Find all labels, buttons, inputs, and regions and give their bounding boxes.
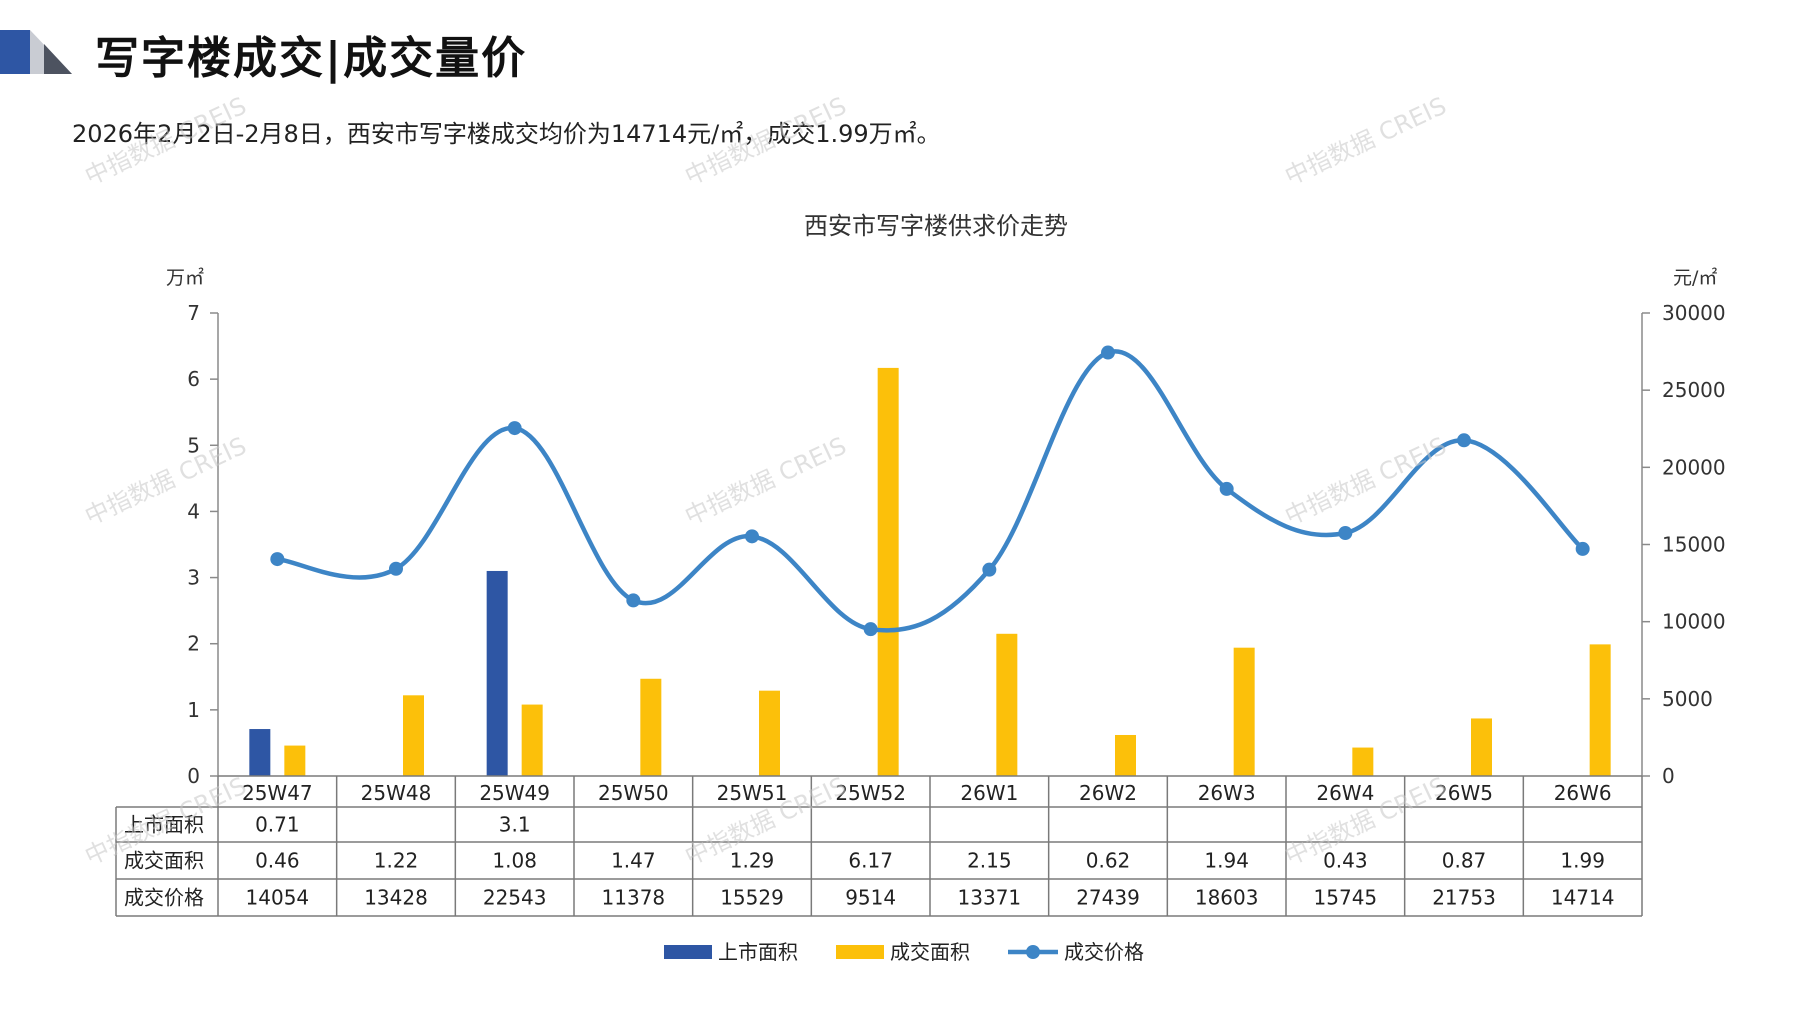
data-label: 13428 (364, 886, 428, 910)
bar-deal-area (877, 367, 899, 776)
category-label: 26W3 (1198, 781, 1256, 805)
bar-supply (486, 570, 508, 776)
data-label: 0.62 (1086, 849, 1131, 873)
data-label: 2.15 (967, 849, 1012, 873)
left-tick-label: 6 (187, 367, 200, 391)
bar-supply (249, 729, 271, 776)
row-header: 成交面积 (124, 849, 204, 873)
right-tick-label: 5000 (1662, 687, 1713, 711)
price-point (1457, 433, 1471, 448)
right-tick-label: 15000 (1662, 533, 1726, 557)
price-line (277, 349, 1585, 633)
price-point (270, 552, 285, 567)
category-label: 25W52 (835, 781, 906, 805)
category-label: 25W50 (598, 781, 669, 805)
bar-deal-area (284, 745, 306, 776)
price-point (745, 529, 759, 544)
data-label: 6.17 (848, 849, 893, 873)
price-point (507, 421, 522, 436)
price-point (1219, 481, 1234, 496)
left-tick-label: 2 (187, 632, 200, 656)
data-label: 1.47 (611, 849, 656, 873)
row-header: 成交价格 (124, 886, 204, 910)
data-label: 1.94 (1204, 849, 1249, 873)
right-tick-label: 0 (1662, 764, 1675, 788)
page-title: 写字楼成交|成交量价 (95, 33, 528, 84)
data-label: 1.99 (1560, 849, 1605, 873)
data-label: 11378 (602, 886, 666, 910)
bar-deal-area (640, 678, 662, 776)
row-header: 上市面积 (124, 813, 204, 837)
data-label: 22543 (483, 886, 547, 910)
left-tick-label: 0 (187, 764, 200, 788)
right-tick-label: 10000 (1662, 610, 1726, 634)
category-label: 26W1 (960, 781, 1018, 805)
summary-text: 2026年2月2日-2月8日，西安市写字楼成交均价为14714元/㎡，成交1.9… (72, 120, 941, 148)
data-label: 9514 (845, 886, 896, 910)
bar-deal-area (1352, 747, 1374, 776)
data-label: 18603 (1195, 886, 1259, 910)
data-label: 21753 (1432, 886, 1496, 910)
price-point (1338, 526, 1353, 541)
data-label: 13371 (958, 886, 1022, 910)
data-label: 1.22 (374, 849, 419, 873)
left-axis-unit: 万㎡ (166, 266, 204, 289)
right-axis-unit: 元/㎡ (1673, 266, 1717, 289)
bar-deal-area (1589, 644, 1611, 776)
price-point (982, 562, 997, 577)
bar-deal-area (521, 704, 543, 776)
price-point (1101, 345, 1115, 360)
data-label: 15745 (1314, 886, 1378, 910)
data-label: 14054 (246, 886, 310, 910)
category-label: 25W49 (479, 781, 550, 805)
price-point (863, 622, 878, 637)
bar-deal-area (1233, 647, 1255, 776)
bar-deal-area (759, 690, 780, 776)
right-tick-label: 20000 (1662, 455, 1726, 479)
right-tick-label: 30000 (1662, 301, 1726, 325)
category-label: 25W51 (717, 781, 788, 805)
data-label: 1.08 (492, 849, 537, 873)
chart-title: 西安市写字楼供求价走势 (804, 212, 1068, 240)
legend-label: 成交面积 (890, 940, 970, 964)
price-point (389, 561, 403, 576)
bar-deal-area (996, 633, 1018, 776)
category-label: 26W2 (1079, 781, 1137, 805)
right-tick-label: 25000 (1662, 378, 1726, 402)
category-label: 26W5 (1435, 781, 1493, 805)
price-point (1575, 541, 1590, 556)
category-label: 25W47 (242, 781, 313, 805)
header-logo-dark (44, 44, 72, 74)
legend-swatch-supply (664, 945, 712, 959)
data-label: 0.46 (255, 849, 300, 873)
legend-label: 成交价格 (1064, 940, 1144, 964)
left-tick-label: 1 (187, 698, 200, 722)
data-label: 15529 (720, 886, 784, 910)
category-label: 26W6 (1554, 781, 1612, 805)
price-point (626, 593, 641, 608)
category-label: 25W48 (361, 781, 432, 805)
header-logo-blue (0, 30, 30, 74)
data-label: 27439 (1076, 886, 1140, 910)
data-label: 0.43 (1323, 849, 1368, 873)
bar-deal-area (403, 695, 424, 776)
data-label: 0.71 (255, 813, 300, 837)
legend-label: 上市面积 (718, 940, 798, 964)
legend-swatch-price-point (1026, 945, 1040, 959)
left-tick-label: 3 (187, 566, 200, 590)
category-label: 26W4 (1316, 781, 1374, 805)
data-label: 0.87 (1442, 849, 1487, 873)
data-label: 14714 (1551, 886, 1615, 910)
bar-deal-area (1471, 718, 1492, 776)
bar-deal-area (1115, 734, 1136, 776)
data-label: 1.29 (730, 849, 775, 873)
left-tick-label: 7 (187, 301, 200, 325)
left-tick-label: 5 (187, 433, 200, 457)
legend-swatch-deal-area (836, 945, 884, 959)
header-logo (0, 30, 72, 74)
left-tick-label: 4 (187, 499, 200, 523)
data-label: 3.1 (499, 813, 531, 837)
